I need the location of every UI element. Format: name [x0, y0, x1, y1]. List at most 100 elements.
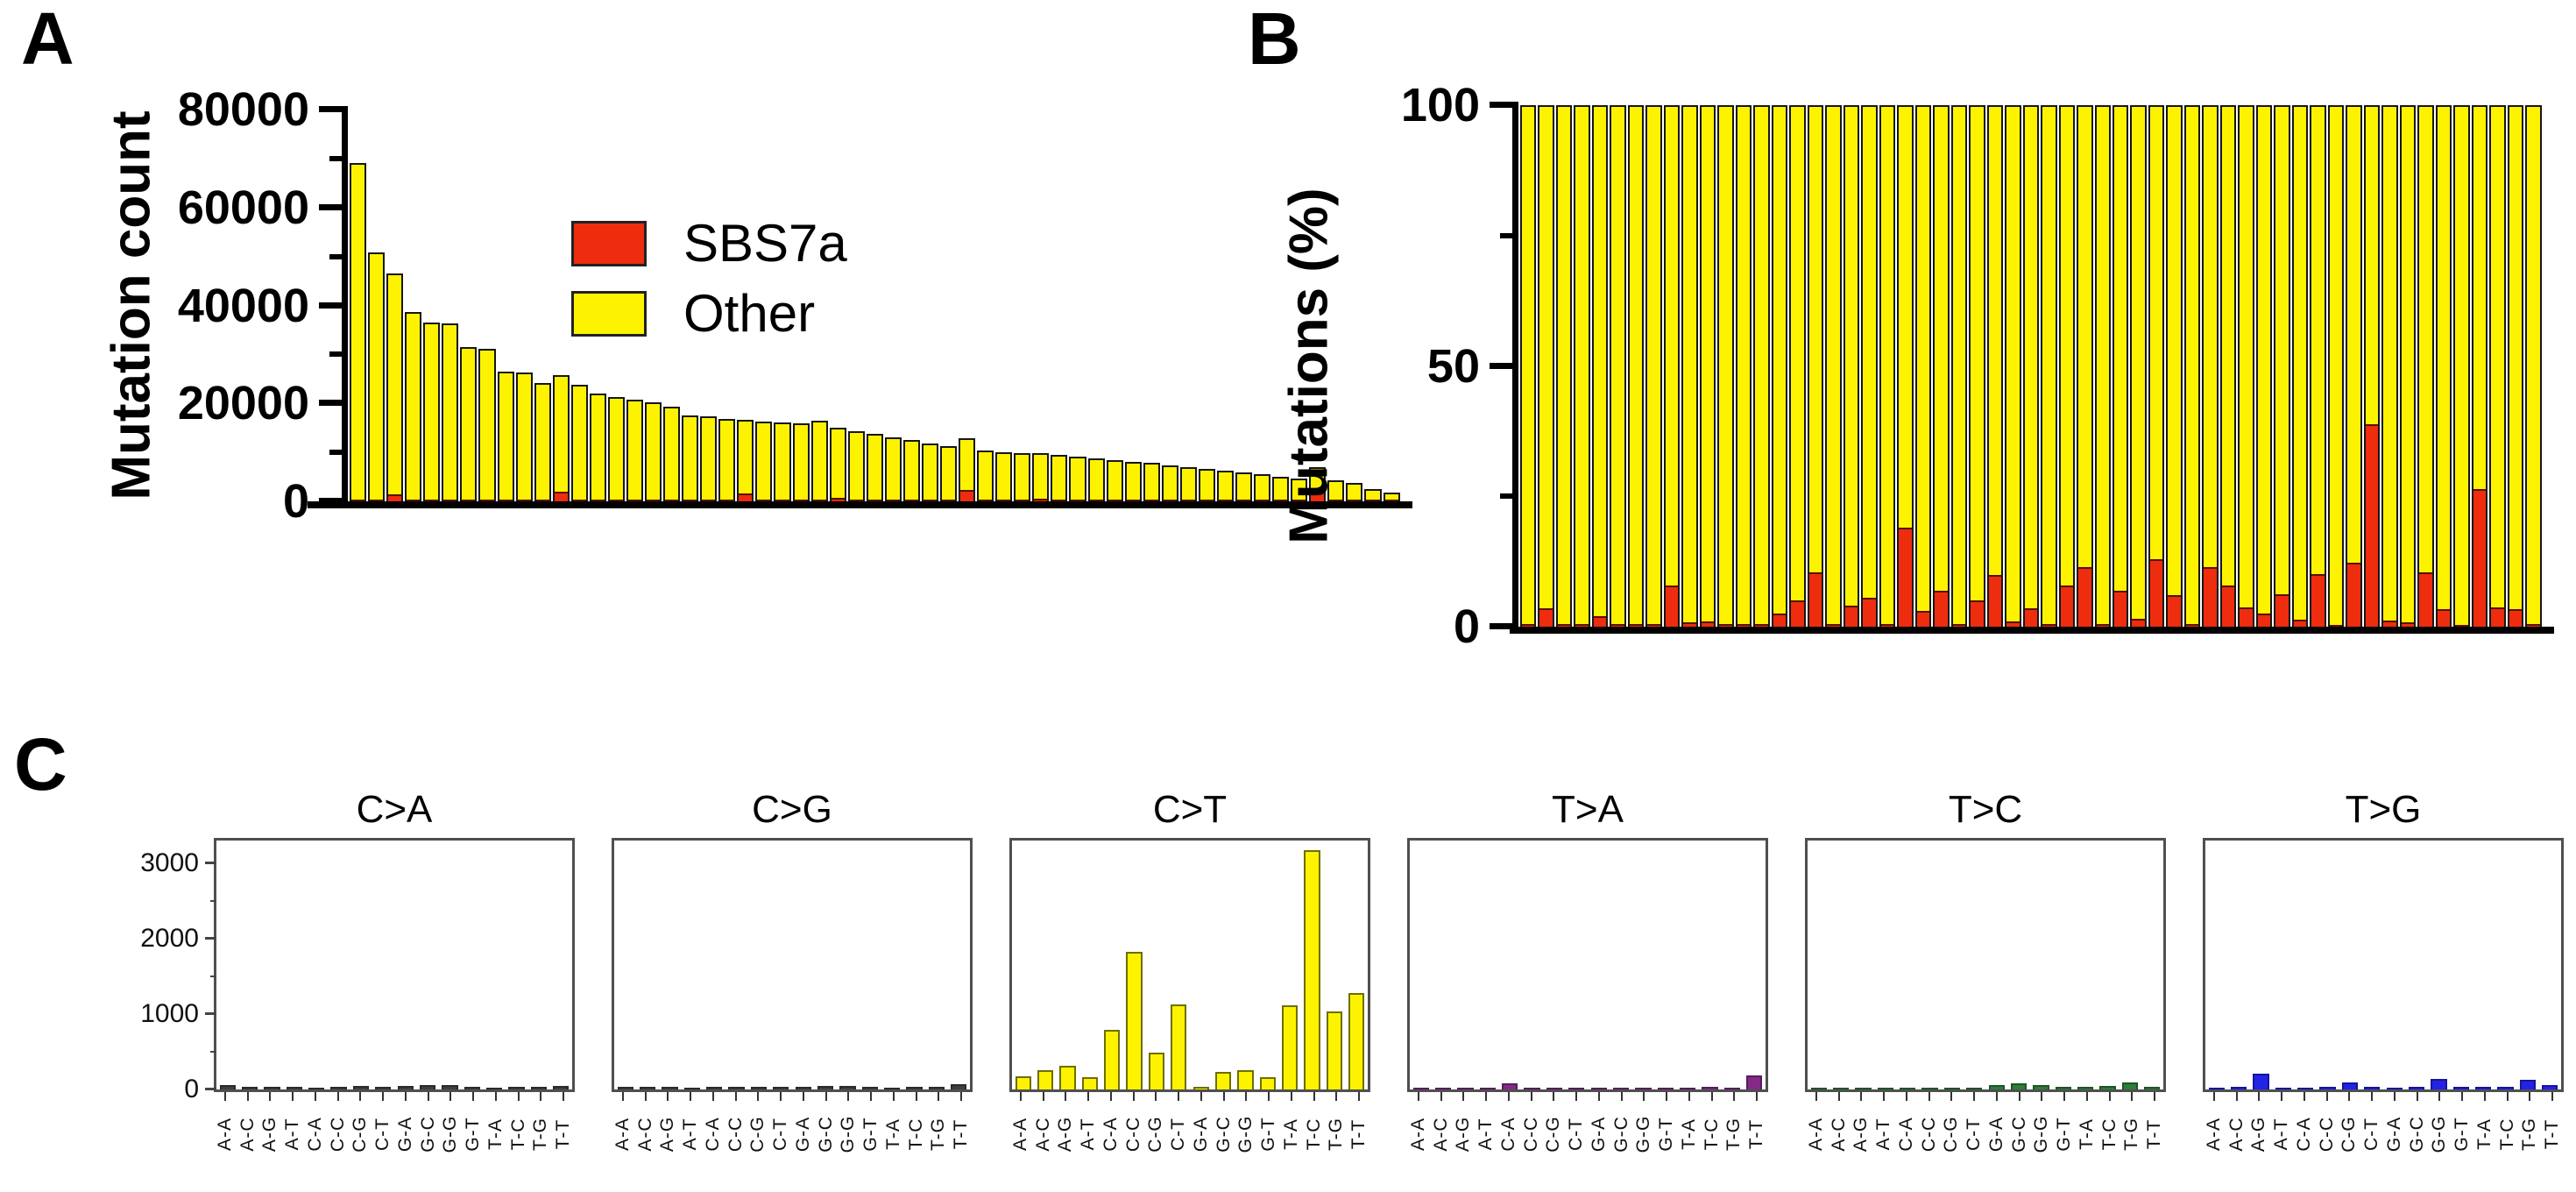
legend-label-other: Other	[683, 284, 816, 343]
context-bar	[728, 1087, 745, 1089]
y-tick-minor	[210, 899, 216, 902]
x-tick-mark	[359, 1092, 362, 1101]
subpanel-title: T>G	[2345, 788, 2422, 831]
sample-bar	[921, 443, 938, 501]
x-label-slot: C-A	[304, 1103, 327, 1187]
y-tick	[319, 302, 342, 309]
x-tick-label: C-A	[702, 1117, 723, 1152]
context-slot	[1168, 841, 1190, 1089]
sample-bar	[626, 400, 643, 501]
x-tick-label: C-T	[770, 1118, 791, 1151]
context-slot	[2428, 841, 2450, 1089]
subpanel-plot-box: 0 1000 2000 3000	[140, 838, 575, 1103]
x-tick-mark	[1417, 1092, 1419, 1101]
context-bar	[683, 1087, 700, 1089]
x-tick	[1167, 1092, 1190, 1103]
sbs7a-segment	[2204, 566, 2217, 627]
context-bar	[486, 1088, 503, 1089]
context-slot	[439, 841, 461, 1089]
context-slot	[1874, 841, 1896, 1089]
context-slot	[837, 841, 859, 1089]
y-tick-label: 2000	[140, 923, 199, 953]
context-slot	[1123, 841, 1145, 1089]
x-tick	[2339, 1092, 2361, 1103]
x-tick	[2076, 1092, 2098, 1103]
x-label-slot: G-A	[792, 1103, 815, 1187]
x-tick-label: C-A	[304, 1117, 325, 1152]
x-label-slot: T-A	[485, 1103, 507, 1187]
x-tick-label: G-C	[2008, 1116, 2029, 1153]
x-label-slot: A-G	[657, 1103, 680, 1187]
sample-bar	[1897, 105, 1914, 627]
sbs7a-segment	[1701, 621, 1715, 627]
sbs7a-segment	[1773, 614, 1787, 627]
x-tick	[1032, 1092, 1055, 1103]
x-tick	[2203, 1092, 2226, 1103]
x-label-slot: G-C	[1610, 1103, 1633, 1187]
x-tick-mark	[690, 1092, 692, 1101]
sbs7a-segment	[1665, 585, 1679, 627]
context-slot	[2295, 841, 2317, 1089]
sbs7a-segment	[499, 500, 513, 501]
x-label-slot: T-G	[2121, 1103, 2144, 1187]
sbs7a-segment	[794, 500, 808, 501]
x-tick-label: A-G	[259, 1116, 280, 1153]
x-tick-mark	[382, 1092, 385, 1101]
x-label-slot: T-A	[2473, 1103, 2496, 1187]
sbs7a-segment	[867, 500, 881, 501]
sbs7a-segment	[2132, 619, 2145, 627]
context-slot	[527, 841, 549, 1089]
sample-bar	[1914, 105, 1932, 627]
sample-bar	[1161, 465, 1178, 501]
x-tick-label: T-C	[1303, 1118, 1324, 1151]
context-slot	[1279, 841, 1301, 1089]
x-tick-label: G-A	[394, 1116, 415, 1153]
x-tick	[440, 1092, 463, 1103]
context-bar	[2010, 1083, 2028, 1089]
context-slot	[283, 841, 305, 1089]
context-slot	[1476, 841, 1498, 1089]
context-bar	[1900, 1088, 1916, 1089]
sample-bar	[1309, 467, 1327, 501]
sbs7a-segment	[2509, 609, 2523, 627]
sample-bar	[810, 421, 828, 501]
x-tick-label: C-A	[1497, 1117, 1518, 1152]
panel-b-x-axis	[1510, 627, 2554, 634]
x-tick-label: C-A	[2293, 1117, 2314, 1152]
x-label-slot: C-T	[769, 1103, 792, 1187]
x-tick-label: G-C	[2406, 1116, 2427, 1153]
sbs7a-segment	[1899, 528, 1912, 627]
x-tick-mark	[2325, 1092, 2328, 1101]
x-label-slot: T-A	[1280, 1103, 1303, 1187]
x-label-slot: G-T	[2053, 1103, 2076, 1187]
x-tick	[1918, 1092, 1941, 1103]
sbs7a-segment	[1144, 500, 1158, 501]
x-tick	[530, 1092, 553, 1103]
legend-row-sbs7a: SBS7a	[571, 217, 847, 270]
x-label-slot: T-T	[1348, 1103, 1370, 1187]
context-slot	[1985, 841, 2007, 1089]
sample-bar	[792, 422, 810, 501]
sample-bar	[2381, 105, 2398, 627]
x-tick-mark	[1756, 1092, 1759, 1101]
sbs7a-segment	[2024, 608, 2038, 627]
x-tick-mark	[1995, 1092, 1998, 1101]
sample-bar	[2094, 105, 2111, 627]
context-slot	[2405, 841, 2427, 1089]
context-bar	[1502, 1082, 1518, 1089]
x-tick-mark	[2303, 1092, 2305, 1101]
x-tick	[1723, 1092, 1746, 1103]
context-bar	[464, 1086, 480, 1089]
subpanel-title: T>C	[1948, 788, 2023, 831]
sample-bar	[552, 374, 570, 501]
context-bar	[1348, 992, 1365, 1089]
sbs7a-segment	[2042, 624, 2056, 627]
x-tick-label: G-T	[1656, 1117, 1677, 1152]
x-label-slot: A-T	[1872, 1103, 1895, 1187]
x-tick-label: C-C	[2316, 1116, 2337, 1153]
x-label-slot: A-A	[612, 1103, 634, 1187]
x-label-slot: A-C	[1032, 1103, 1055, 1187]
x-tick-label: A-G	[1851, 1116, 1872, 1153]
x-tick-label: A-C	[237, 1117, 258, 1152]
x-label-slot: A-C	[1828, 1103, 1851, 1187]
